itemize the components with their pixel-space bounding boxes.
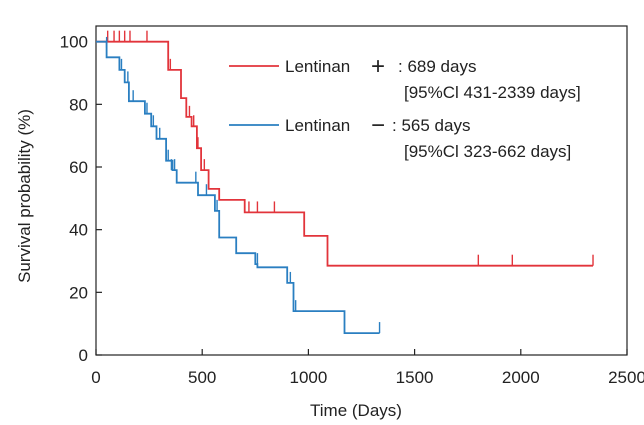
y-tick-label: 0 bbox=[79, 346, 88, 365]
legend-ci-plus: [95%Cl 431-2339 days] bbox=[404, 83, 581, 102]
survival-curve-minus bbox=[96, 40, 380, 335]
y-tick-label: 100 bbox=[60, 33, 88, 52]
legend-sign-plus: + bbox=[371, 53, 385, 80]
plot-frame bbox=[95, 25, 628, 356]
x-tick-label: 1000 bbox=[289, 368, 327, 387]
x-tick-label: 2000 bbox=[502, 368, 540, 387]
x-tick-label: 1500 bbox=[396, 368, 434, 387]
legend-value-plus: : 689 days bbox=[398, 57, 476, 76]
legend: Lentinan + : 689 days [95%Cl 431-2339 days]… bbox=[229, 53, 581, 161]
legend-label-plus: Lentinan bbox=[285, 57, 350, 76]
x-tick-label: 2500 bbox=[608, 368, 644, 387]
y-tick-label: 80 bbox=[69, 95, 88, 114]
y-tick-label: 20 bbox=[69, 283, 88, 302]
legend-sign-minus: − bbox=[371, 112, 385, 139]
x-tick-label: 0 bbox=[91, 368, 100, 387]
y-axis-label: Survival probability (%) bbox=[15, 109, 34, 283]
axes bbox=[95, 25, 628, 356]
axis-ticks: 0 500 1000 1500 2000 2500 0 20 40 60 80 100 bbox=[60, 33, 644, 387]
survival-curve-plus bbox=[96, 40, 593, 267]
y-tick-label: 60 bbox=[69, 158, 88, 177]
x-axis-label: Time (Days) bbox=[310, 401, 402, 420]
legend-ci-minus: [95%Cl 323-662 days] bbox=[404, 142, 571, 161]
legend-value-minus: : 565 days bbox=[392, 116, 470, 135]
survival-curves bbox=[96, 30, 594, 335]
x-tick-label: 500 bbox=[188, 368, 216, 387]
legend-label-minus: Lentinan bbox=[285, 116, 350, 135]
y-tick-label: 40 bbox=[69, 221, 88, 240]
